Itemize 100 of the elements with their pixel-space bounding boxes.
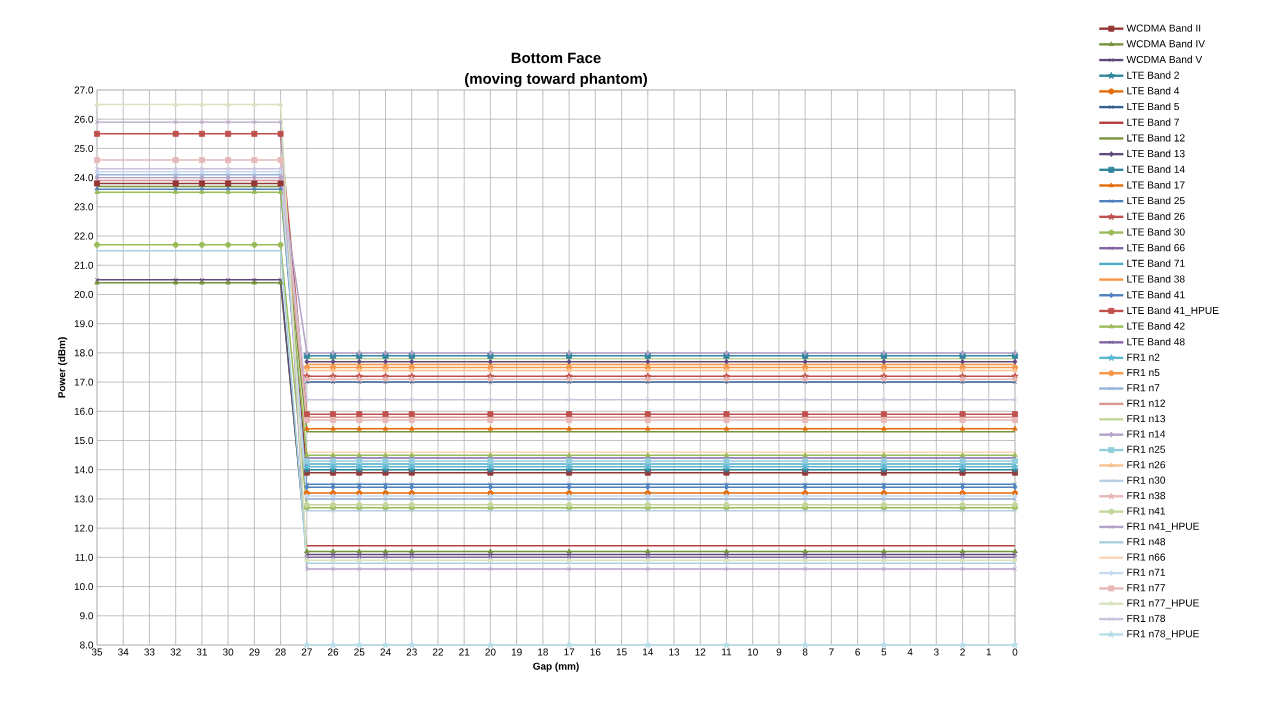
x-tick-label: 29 <box>249 648 260 656</box>
x-tick-label: 10 <box>747 648 758 656</box>
legend-label: LTE Band 17 <box>1127 181 1185 189</box>
y-tick-label: 11.0 <box>75 553 94 561</box>
x-tick-label: 35 <box>91 648 103 656</box>
x-tick-label: 18 <box>538 648 548 656</box>
x-tick-label: 24 <box>380 648 391 656</box>
y-tick-label: 23.0 <box>74 203 94 211</box>
legend-label: LTE Band 4 <box>1127 86 1180 95</box>
legend-label: WCDMA Band II <box>1126 24 1201 32</box>
x-tick-label: 8 <box>802 648 808 656</box>
legend-label: FR1 n71 <box>1127 568 1166 576</box>
legend-label: LTE Band 66 <box>1127 243 1185 252</box>
legend-label: LTE Band 48 <box>1127 337 1185 346</box>
x-tick-label: 28 <box>275 648 286 656</box>
y-tick-label: 8.0 <box>80 641 94 649</box>
legend-label: LTE Band 7 <box>1127 118 1179 126</box>
x-tick-label: 2 <box>960 648 965 656</box>
legend-label: FR1 n26 <box>1127 461 1166 469</box>
y-tick-label: 27.0 <box>74 86 94 94</box>
y-tick-label: 19.0 <box>74 320 94 328</box>
legend-label: FR1 n14 <box>1127 430 1166 438</box>
x-tick-label: 33 <box>144 648 155 656</box>
y-tick-label: 15.0 <box>74 437 94 445</box>
y-tick-label: 18.0 <box>74 349 94 357</box>
legend-label: FR1 n12 <box>1127 399 1165 407</box>
y-tick-label: 17.0 <box>74 378 94 386</box>
x-tick-label: 23 <box>406 648 417 656</box>
legend-label: LTE Band 41_HPUE <box>1127 306 1219 316</box>
x-tick-label: 14 <box>643 648 654 656</box>
x-tick-label: 27 <box>301 648 312 656</box>
legend-label: LTE Band 30 <box>1127 228 1185 236</box>
legend-label: FR1 n5 <box>1127 368 1160 377</box>
legend-label: LTE Band 25 <box>1127 196 1185 205</box>
legend-label: LTE Band 5 <box>1127 102 1180 111</box>
legend-label: FR1 n30 <box>1127 476 1166 484</box>
legend-label: LTE Band 13 <box>1127 149 1185 158</box>
y-tick-label: 20.0 <box>74 290 94 298</box>
legend-label: LTE Band 41 <box>1127 290 1185 299</box>
legend-label: LTE Band 71 <box>1127 259 1185 267</box>
legend-label: LTE Band 12 <box>1127 134 1185 142</box>
x-tick-label: 7 <box>829 648 834 656</box>
y-tick-label: 12.0 <box>74 524 94 532</box>
y-tick-label: 24.0 <box>74 174 94 182</box>
y-tick-label: 25.0 <box>74 144 94 152</box>
y-axis-title: Power (dBm) <box>57 337 68 398</box>
y-tick-label: 22.0 <box>74 232 94 240</box>
x-tick-label: 21 <box>459 648 470 656</box>
x-tick-label: 32 <box>170 648 181 656</box>
legend-label: LTE Band 26 <box>1127 212 1185 220</box>
legend-label: FR1 n66 <box>1127 553 1166 561</box>
x-tick-label: 5 <box>881 648 887 656</box>
legend-label: FR1 n25 <box>1127 445 1166 453</box>
legend-label: LTE Band 42 <box>1127 322 1185 330</box>
x-tick-label: 12 <box>695 648 706 656</box>
legend-label: FR1 n13 <box>1127 415 1166 423</box>
legend-label: FR1 n2 <box>1127 353 1160 361</box>
x-tick-label: 9 <box>776 648 782 656</box>
y-tick-label: 21.0 <box>74 261 94 269</box>
x-tick-label: 13 <box>669 648 680 656</box>
x-tick-label: 19 <box>511 648 522 656</box>
legend-label: LTE Band 2 <box>1127 71 1179 79</box>
legend-label: WCDMA Band IV <box>1126 39 1205 48</box>
legend-label: FR1 n78_HPUE <box>1127 630 1199 640</box>
x-tick-label: 15 <box>616 648 627 656</box>
y-tick-label: 16.0 <box>74 407 94 415</box>
x-tick-label: 6 <box>855 648 860 656</box>
x-tick-label: 22 <box>432 648 444 656</box>
legend-label: FR1 n41_HPUE <box>1127 522 1199 532</box>
x-tick-label: 26 <box>328 648 339 656</box>
y-tick-label: 26.0 <box>74 115 94 123</box>
x-tick-label: 30 <box>222 648 234 656</box>
legend-label: FR1 n41 <box>1127 507 1166 515</box>
x-tick-label: 25 <box>354 648 365 656</box>
x-tick-label: 20 <box>485 648 496 656</box>
y-tick-label: 9.0 <box>80 612 94 620</box>
x-tick-label: 16 <box>590 648 601 656</box>
chart-subtitle: (moving toward phantom) <box>465 72 647 87</box>
legend-label: FR1 n48 <box>1127 538 1166 546</box>
legend-label: FR1 n77 <box>1127 584 1165 592</box>
y-tick-label: 10.0 <box>74 583 94 591</box>
x-tick-label: 3 <box>933 648 939 656</box>
legend-label: FR1 n38 <box>1127 491 1166 500</box>
x-axis-title: Gap (mm) <box>533 662 579 672</box>
legend-label: FR1 n7 <box>1127 384 1160 392</box>
legend-label: LTE Band 14 <box>1127 165 1185 173</box>
x-tick-label: 31 <box>196 648 207 656</box>
legend-label: LTE Band 38 <box>1127 275 1185 283</box>
x-tick-label: 4 <box>907 648 913 656</box>
y-tick-label: 13.0 <box>74 495 94 503</box>
x-tick-label: 34 <box>118 648 129 656</box>
legend-label: WCDMA Band V <box>1126 55 1203 64</box>
x-tick-label: 1 <box>986 648 992 656</box>
y-tick-label: 14.0 <box>74 466 94 474</box>
x-tick-label: 11 <box>722 648 732 656</box>
x-tick-label: 0 <box>1012 648 1018 656</box>
legend-label: FR1 n78 <box>1127 614 1166 622</box>
x-tick-label: 17 <box>564 648 575 656</box>
legend-label: FR1 n77_HPUE <box>1127 599 1199 609</box>
chart-title: Bottom Face <box>511 52 601 64</box>
